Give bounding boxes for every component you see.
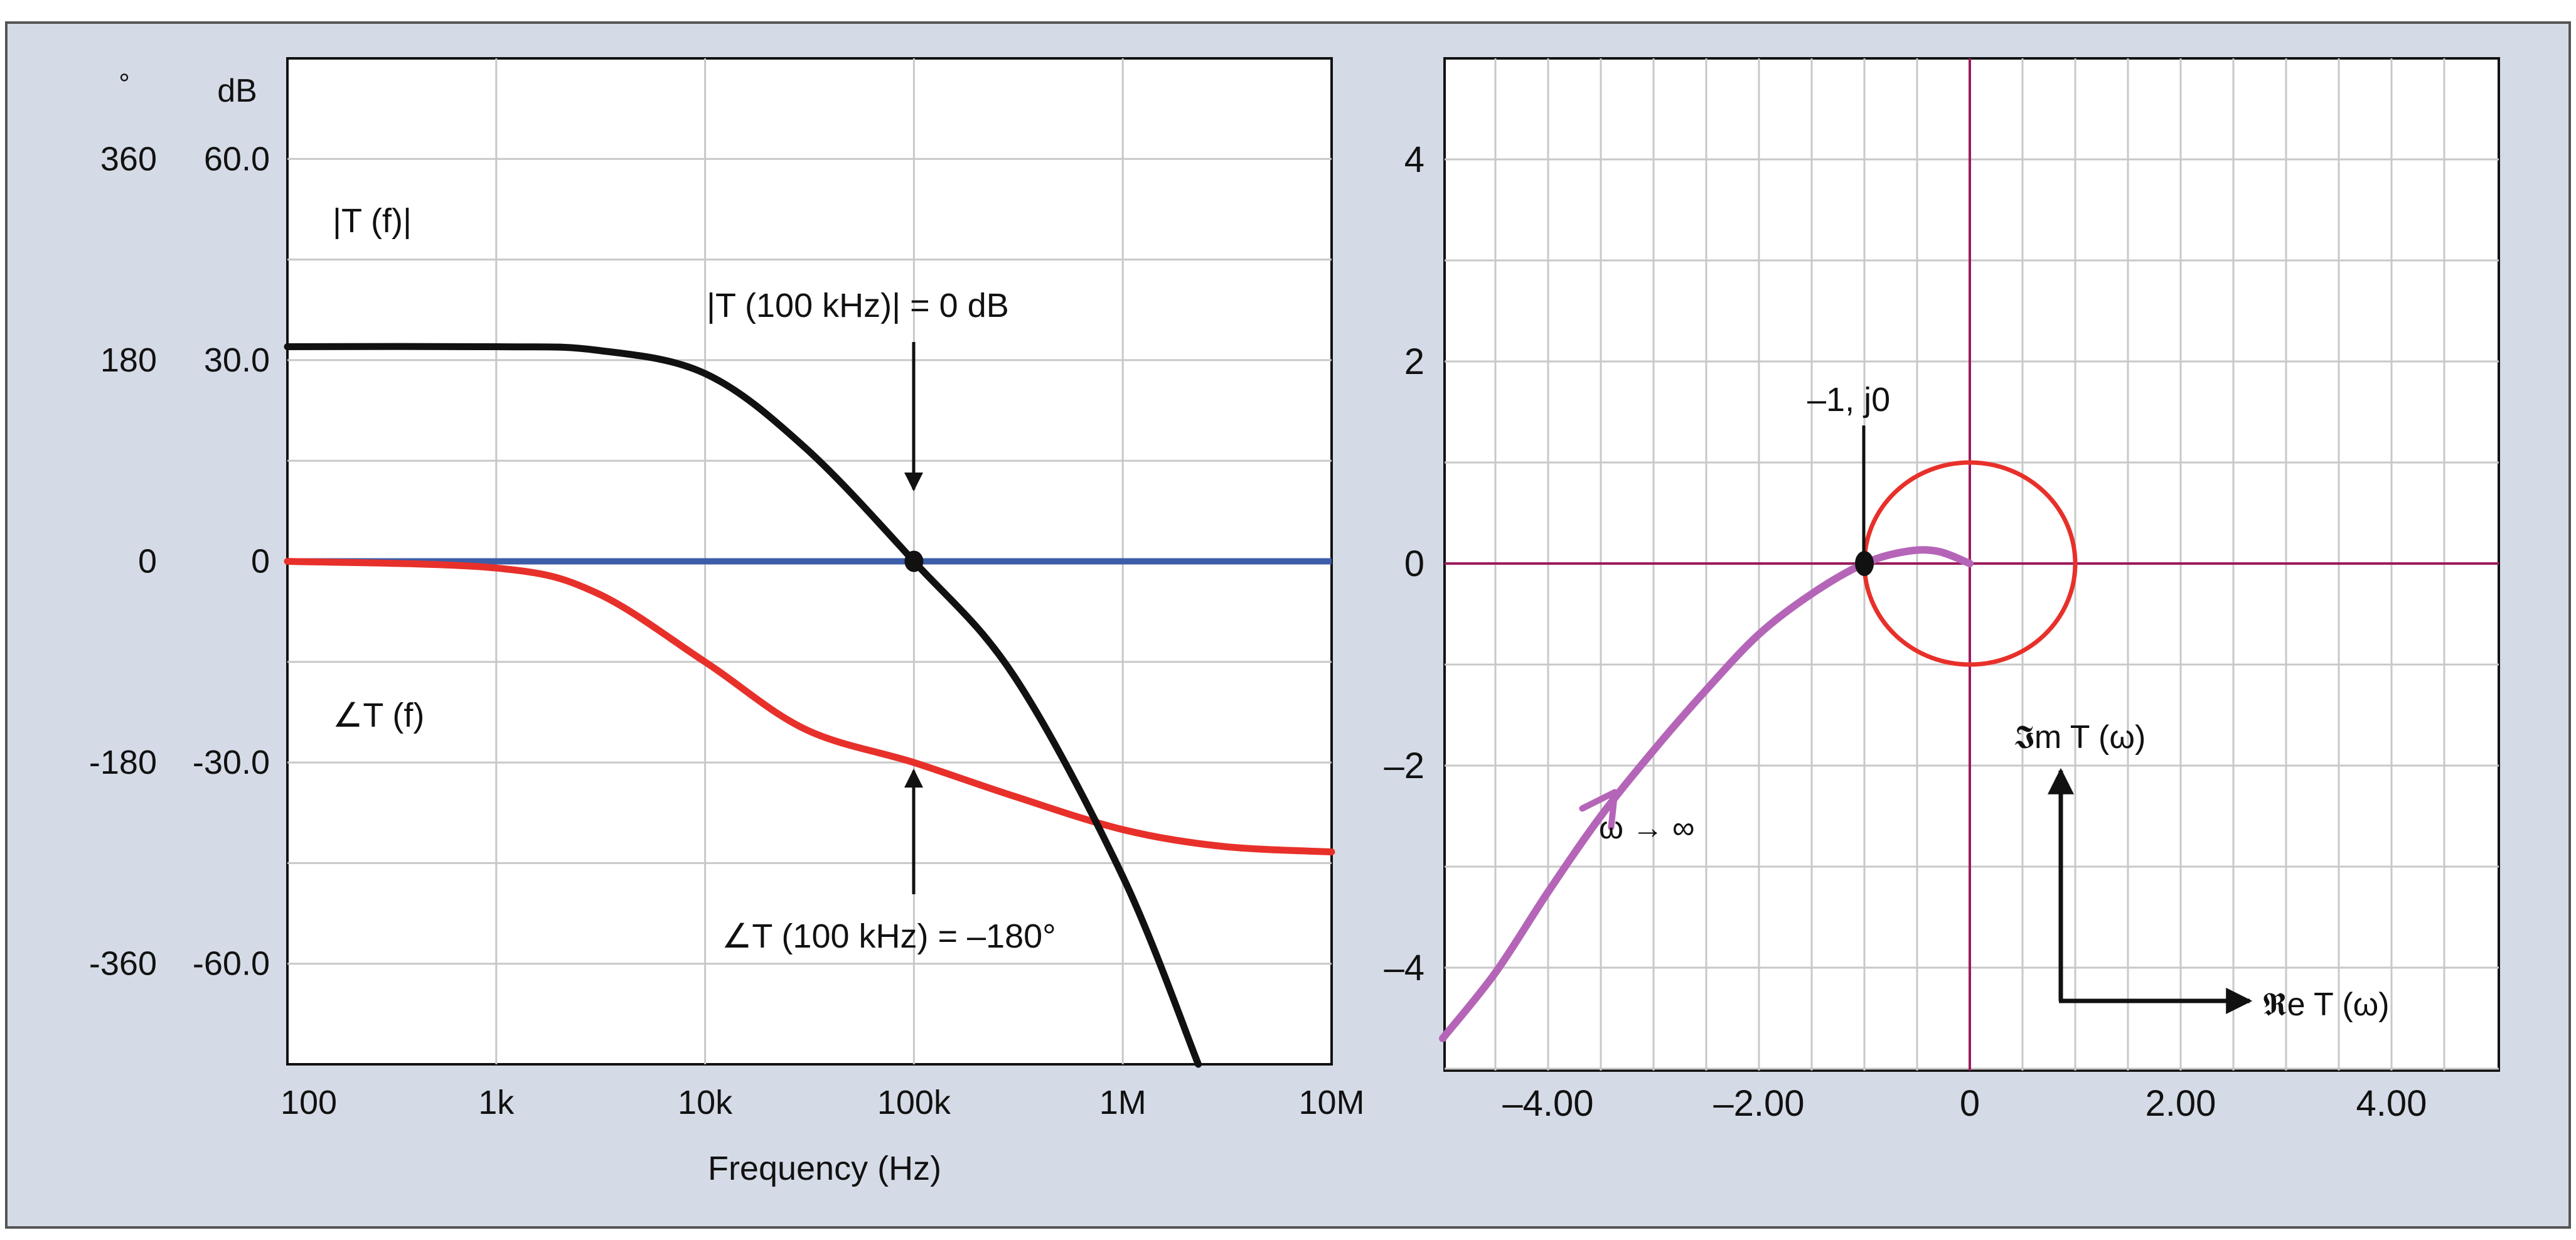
bode-phase-tick-label: 360 [100, 140, 157, 178]
bode-x-tick-label: 100k [877, 1084, 951, 1121]
critical-point-label: –1, j0 [1807, 381, 1890, 419]
nyquist-y-tick-label: 4 [1404, 139, 1424, 180]
bode-magnitude-tick-label: -30.0 [193, 744, 270, 781]
nyquist-y-tick-label: 0 [1404, 543, 1424, 584]
bode-phase-tick-label: -180 [89, 744, 157, 781]
bode-series-layer [284, 343, 1335, 1068]
nyquist-series-layer [1439, 460, 2078, 1042]
nyquist-y-tick-label: 2 [1404, 341, 1424, 382]
nyquist-y-tick-label: –4 [1384, 948, 1424, 988]
nyquist-tick-labels: –4.00 –2.00 0 2.00 4.00 4 2 0 –2 –4 [1384, 139, 2427, 1124]
real-axis-label: 𝕽e T (ω) [2262, 986, 2390, 1023]
bode-magnitude-tick-label: 60.0 [204, 140, 270, 178]
nyquist-y-tick-label: –2 [1384, 746, 1424, 786]
bode-phase-tick-label: -360 [89, 945, 157, 983]
magnitude-curve [284, 343, 1202, 1068]
bode-x-tick-label: 10M [1298, 1084, 1364, 1121]
bode-tick-labels: 100 1k 10k 100k 1M 10M 60.0 360 30.0 180 0 0 -30.0 -1… [89, 140, 1365, 1121]
phase-series-label: ∠T (f) [333, 697, 424, 734]
bode-magnitude-tick-label: 0 [251, 543, 270, 580]
magnitude-series-label: |T (f)| [333, 202, 412, 240]
bode-x-tick-label: 100 [281, 1084, 337, 1121]
nyquist-x-tick-label: –4.00 [1502, 1083, 1593, 1124]
phase-unit-label: ° [119, 68, 130, 99]
bode-plot: 100 1k 10k 100k 1M 10M 60.0 360 30.0 180 0 0 -30.0 -1… [89, 57, 1365, 1187]
magnitude-unit-label: dB [217, 73, 257, 109]
nyquist-x-tick-label: –2.00 [1713, 1083, 1804, 1124]
omega-infinity-label: ω → ∞ [1599, 810, 1694, 845]
bode-phase-tick-label: 0 [138, 543, 157, 580]
crossover-point [904, 550, 924, 572]
nyquist-x-tick-label: 4.00 [2356, 1083, 2427, 1124]
bode-phase-tick-label: 180 [100, 341, 157, 379]
nyquist-direction-arrow [1579, 789, 1618, 831]
bode-x-tick-label: 1M [1099, 1084, 1146, 1121]
bode-x-tick-label: 1k [478, 1084, 515, 1121]
critical-point-marker [1855, 551, 1874, 576]
frequency-axis-label: Frequency (Hz) [708, 1150, 941, 1187]
bode-magnitude-tick-label: -60.0 [193, 945, 270, 983]
nyquist-x-tick-label: 2.00 [2146, 1083, 2216, 1124]
imag-axis-label: 𝕴m T (ω) [2014, 719, 2146, 756]
phase-crossover-annotation: ∠T (100 kHz) = –180° [722, 917, 1056, 955]
nyquist-x-tick-label: 0 [1960, 1083, 1980, 1124]
nyquist-curve [1439, 546, 1974, 1042]
phase-curve [284, 558, 1335, 856]
bode-x-tick-label: 10k [678, 1084, 733, 1121]
bode-magnitude-tick-label: 30.0 [204, 341, 270, 379]
magnitude-crossover-annotation: |T (100 kHz)| = 0 dB [707, 287, 1009, 324]
nyquist-grid [1445, 58, 2499, 1071]
